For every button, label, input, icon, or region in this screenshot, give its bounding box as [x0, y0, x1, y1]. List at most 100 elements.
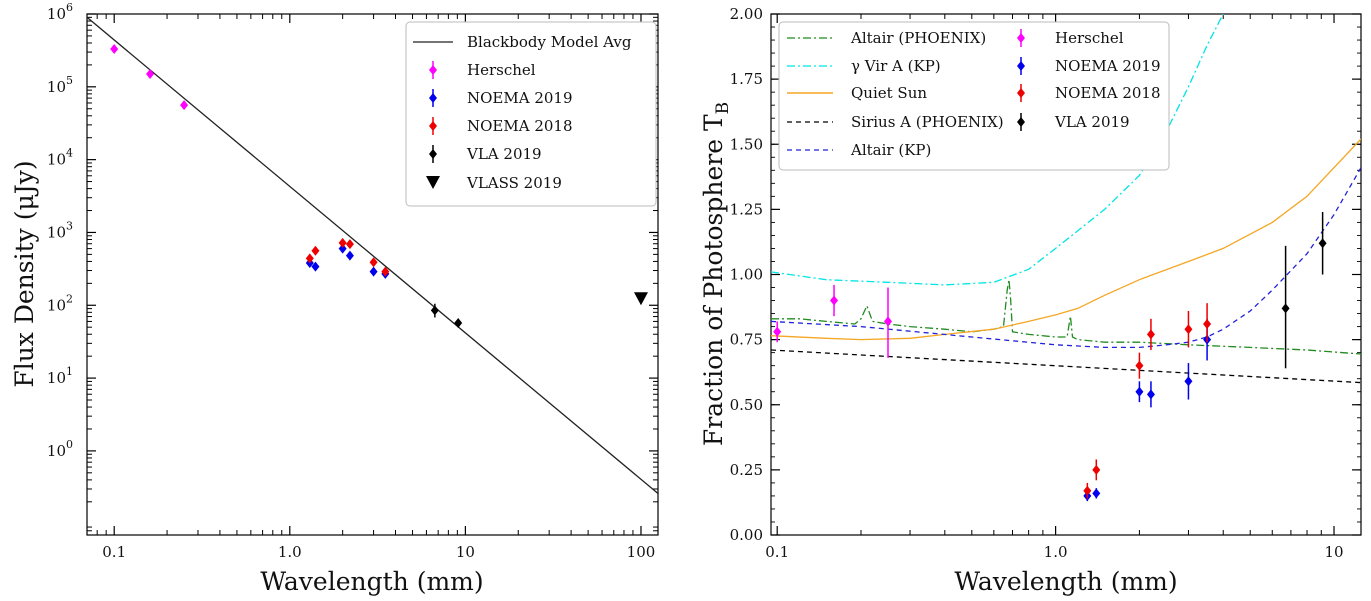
legend-swatch-noema2019: [429, 93, 437, 103]
left-legend: Blackbody Model Avg Herschel NOEMA 2019 …: [405, 21, 657, 207]
legend-swatch-r-herschel: [1017, 33, 1025, 43]
legend-label-r-herschel: Herschel: [1055, 29, 1124, 47]
point-noema-2019: [1135, 386, 1144, 397]
point-noema-2019: [369, 266, 378, 277]
legend-swatch-vlass2019: [426, 176, 440, 189]
left-x-tick-label: 100: [627, 543, 656, 561]
right-y-tick-label: 1.50: [730, 135, 763, 153]
right-y-axis-label-main: Fraction of Photosphere T: [699, 114, 728, 446]
left-legend-box: [405, 21, 657, 207]
point-noema-2018: [1203, 318, 1212, 329]
point-vla-2019: [1281, 303, 1290, 314]
point-noema-2019: [1184, 376, 1193, 387]
left-y-tick-label: 106: [47, 1, 73, 23]
right-y-tick-label: 2.00: [730, 5, 763, 23]
right-y-tick-label: 0.00: [730, 526, 763, 544]
point-noema-2018: [1092, 464, 1101, 475]
right-y-axis-label: Fraction of Photosphere TB: [699, 102, 733, 446]
point-noema-2018: [1184, 324, 1193, 335]
point-herschel: [180, 100, 189, 111]
right-y-tick-label: 0.75: [730, 331, 763, 349]
point-herschel: [110, 44, 119, 55]
legend-label-altair-kp: Altair (KP): [850, 141, 931, 159]
point-noema-2018: [338, 237, 347, 248]
right-legend: Altair (PHOENIX) γ Vir A (KP) Quiet Sun …: [778, 21, 1170, 171]
point-herschel: [146, 68, 155, 79]
point-vla-2019: [454, 318, 463, 329]
left-y-tick-label: 105: [47, 74, 73, 96]
line-altair-kp: [771, 167, 1361, 349]
left-plot-frame: [86, 13, 659, 536]
legend-label-r-noema2019: NOEMA 2019: [1055, 57, 1161, 75]
point-noema-2018: [1146, 329, 1155, 340]
legend-swatch-herschel: [429, 65, 437, 75]
right-chart: 0.1 1.0 10 0.00 0.25 0.50 0.75 1.00 1.25 1.50 1.75…: [699, 5, 1362, 596]
point-vlass-2019: [633, 292, 648, 306]
right-y-tick-label: 0.50: [730, 396, 763, 414]
legend-label-noema2018: NOEMA 2018: [467, 117, 573, 135]
left-x-axis-label: Wavelength (mm): [260, 567, 483, 596]
right-y-tick-label: 1.00: [730, 266, 763, 284]
left-x-tick-label: 0.1: [102, 543, 126, 561]
right-legend-box: [778, 21, 1170, 171]
point-noema-2019: [345, 250, 354, 261]
line-altair-phoenix: [771, 279, 1361, 355]
line-sirius-a-phoenix: [771, 349, 1361, 384]
right-x-tick-label: 10: [1324, 543, 1343, 561]
legend-label-sirius: Sirius A (PHOENIX): [851, 113, 1004, 131]
left-y-tick-label: 100: [47, 438, 73, 460]
legend-label-gamma-vir: γ Vir A (KP): [851, 57, 941, 75]
left-y-tick-label: 102: [47, 292, 73, 314]
point-vla-2019: [430, 305, 439, 316]
point-noema-2018: [1083, 485, 1092, 496]
legend-label-herschel: Herschel: [467, 61, 536, 79]
left-x-tick-label: 10: [456, 543, 475, 561]
right-y-axis-label-sub: B: [713, 102, 733, 115]
right-data-points: [773, 211, 1327, 502]
right-y-tick-label: 1.25: [730, 200, 763, 218]
legend-label-r-noema2018: NOEMA 2018: [1055, 84, 1161, 102]
left-y-tick-label: 101: [47, 365, 73, 387]
right-y-tick-label: 0.25: [730, 461, 763, 479]
point-noema-2018: [381, 266, 390, 277]
line-blackbody-model-avg: [87, 16, 658, 494]
left-model-lines: [87, 16, 658, 494]
left-y-tick-label: 103: [47, 219, 73, 241]
right-x-axis-label: Wavelength (mm): [954, 567, 1177, 596]
left-chart: 0.1 1.0 10 100 100 101 102 103 104 105 106 Wavelen…: [10, 1, 659, 596]
point-herschel: [830, 295, 839, 306]
right-y-tick-label: 1.75: [730, 70, 763, 88]
legend-label-vla2019: VLA 2019: [466, 145, 542, 163]
point-noema-2018: [345, 239, 354, 250]
legend-swatch-vla2019: [429, 149, 437, 159]
point-herschel: [773, 326, 782, 337]
point-noema-2019: [1146, 389, 1155, 400]
legend-label-vlass2019: VLASS 2019: [466, 174, 562, 192]
point-noema-2018: [311, 245, 320, 256]
left-x-tick-label: 1.0: [278, 543, 302, 561]
point-noema-2018: [1135, 360, 1144, 371]
legend-swatch-r-vla2019: [1017, 117, 1025, 127]
point-noema-2019: [311, 261, 320, 272]
right-x-tick-label: 0.1: [765, 543, 789, 561]
point-noema-2018: [305, 253, 314, 264]
line-quiet-sun: [771, 138, 1361, 341]
point-vla-2019: [1318, 238, 1327, 249]
point-herschel: [883, 316, 892, 327]
right-x-tick-label: 1.0: [1044, 543, 1068, 561]
point-noema-2019: [1092, 488, 1101, 499]
point-noema-2019: [338, 243, 347, 254]
legend-label-noema2019: NOEMA 2019: [467, 89, 573, 107]
legend-label-quiet-sun: Quiet Sun: [851, 84, 927, 102]
legend-label-r-vla2019: VLA 2019: [1054, 113, 1130, 131]
legend-swatch-r-noema2019: [1017, 61, 1025, 71]
left-data-points: [110, 44, 648, 329]
legend-swatch-noema2018: [429, 121, 437, 131]
line-vir-a-kp: [771, 14, 1224, 286]
left-y-axis-label: Flux Density (μJy): [10, 160, 39, 387]
legend-label-altair-phoenix: Altair (PHOENIX): [850, 29, 986, 47]
left-y-tick-label: 104: [47, 147, 73, 169]
point-noema-2018: [369, 257, 378, 268]
